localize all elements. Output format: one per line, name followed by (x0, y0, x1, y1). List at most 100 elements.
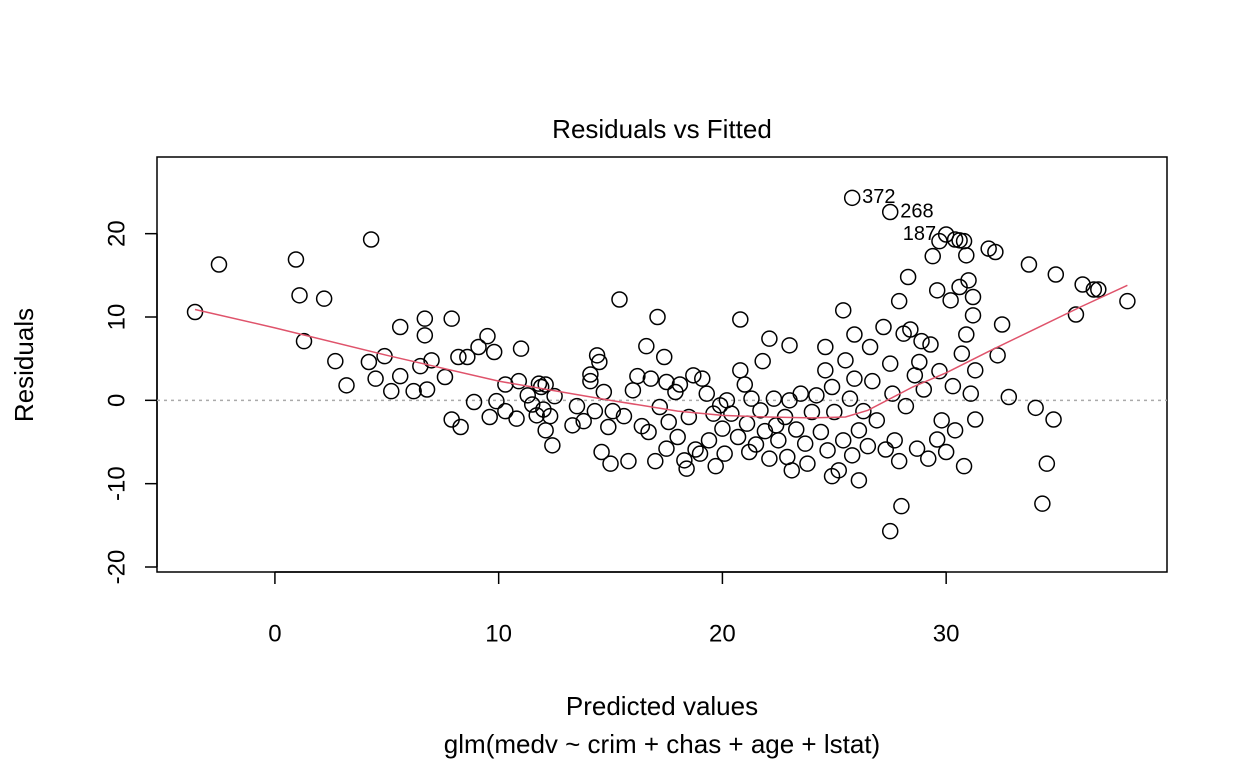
point (418, 381, 436, 398)
point (450, 348, 467, 366)
point (658, 373, 675, 391)
point (796, 435, 814, 452)
point (913, 332, 930, 350)
point (729, 428, 747, 446)
point (781, 337, 798, 354)
point (691, 445, 709, 462)
point (823, 378, 841, 396)
point (736, 376, 754, 393)
point (881, 522, 899, 540)
point (846, 370, 863, 387)
point (497, 402, 514, 420)
point (812, 423, 830, 441)
point (604, 402, 622, 420)
point (1047, 266, 1065, 283)
point (685, 367, 702, 384)
point (850, 472, 868, 489)
point (723, 405, 740, 422)
point (698, 385, 715, 402)
point (922, 336, 939, 353)
point (287, 251, 305, 268)
point (591, 353, 608, 371)
point (792, 385, 809, 402)
point (837, 352, 854, 369)
point (962, 385, 980, 402)
point (714, 420, 731, 437)
point (987, 243, 1004, 261)
point (1085, 281, 1103, 298)
point (465, 393, 483, 411)
point (564, 417, 581, 434)
point (367, 370, 384, 387)
point (834, 302, 852, 319)
point (890, 292, 908, 310)
point (687, 441, 704, 458)
point (658, 440, 675, 457)
point (765, 390, 783, 407)
point (680, 408, 698, 426)
y-axis-label: Residuals (9, 308, 39, 422)
point (931, 362, 948, 380)
point (537, 376, 554, 393)
point (946, 422, 964, 439)
point (660, 413, 677, 431)
point (841, 390, 859, 407)
point (958, 326, 975, 343)
point (747, 436, 765, 453)
point (928, 282, 946, 299)
point (1020, 256, 1038, 273)
point (647, 452, 664, 470)
point (383, 382, 400, 400)
point (649, 308, 666, 326)
point (875, 318, 892, 336)
point (937, 443, 955, 461)
point (669, 428, 686, 446)
point (787, 421, 805, 438)
point (602, 455, 619, 472)
point (485, 343, 503, 361)
point (899, 268, 917, 286)
point (799, 455, 816, 472)
x-tick-label: 10 (485, 620, 512, 647)
point-label: 187 (903, 223, 936, 245)
point (937, 226, 955, 243)
point (1034, 495, 1051, 512)
point (638, 337, 655, 355)
point (752, 402, 769, 419)
point (676, 452, 693, 469)
point (1045, 411, 1062, 428)
point (846, 326, 863, 343)
point (295, 332, 313, 350)
point (588, 347, 606, 364)
point (1090, 281, 1107, 298)
point (488, 392, 505, 410)
point (700, 432, 718, 449)
point (655, 348, 673, 366)
point (958, 247, 975, 264)
point (391, 367, 409, 385)
point (671, 376, 689, 393)
point (360, 353, 378, 371)
point (452, 418, 469, 436)
y-tick-label: -20 (103, 550, 130, 585)
point (600, 418, 617, 436)
point (707, 457, 724, 475)
point (327, 352, 344, 370)
point (732, 311, 749, 328)
point (881, 203, 899, 221)
point (338, 377, 355, 394)
point (933, 412, 950, 429)
point (544, 437, 561, 454)
point (186, 303, 204, 321)
point (942, 292, 959, 309)
point (479, 327, 496, 345)
point (1038, 455, 1056, 472)
point (808, 387, 825, 404)
point (868, 412, 886, 429)
point (754, 352, 771, 370)
point (966, 362, 984, 379)
point (955, 457, 973, 475)
point (642, 370, 660, 387)
point (843, 447, 861, 464)
point (416, 310, 434, 327)
